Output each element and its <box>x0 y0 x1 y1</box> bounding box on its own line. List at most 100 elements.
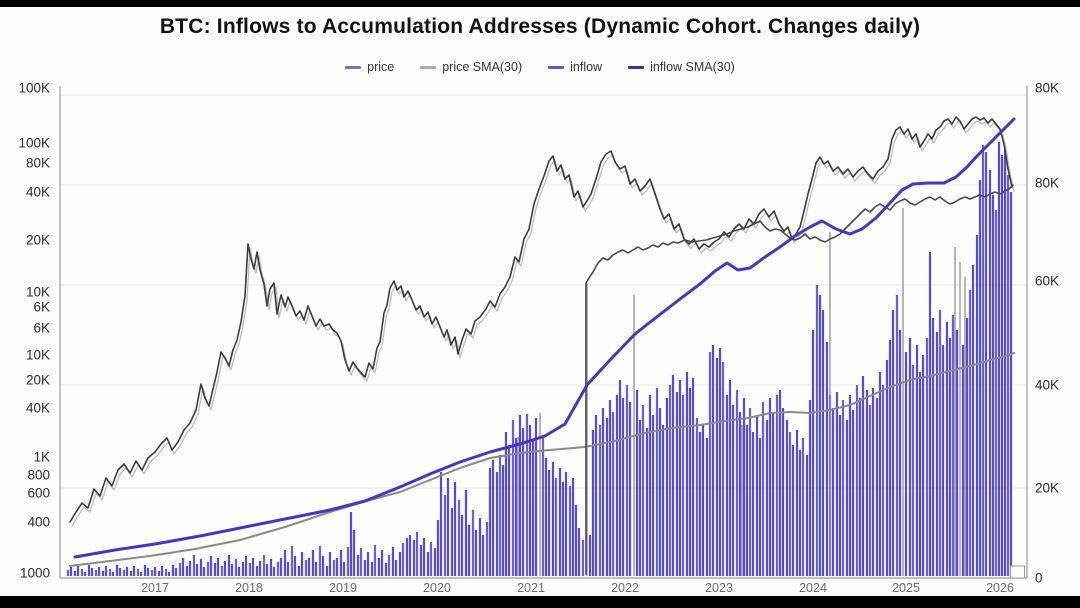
inflow-bar <box>488 468 492 576</box>
inflow-bar <box>76 566 80 576</box>
inflow-bar <box>311 550 315 576</box>
inflow-bar <box>300 552 304 576</box>
inflow-bar <box>398 552 402 576</box>
y-axis-right-tick: 80K <box>1035 81 1059 96</box>
inflow-bar <box>328 552 332 576</box>
inflow-bar <box>925 338 929 576</box>
y-axis-right-tick: 80K <box>1035 176 1059 191</box>
inflow-bar <box>101 571 105 576</box>
inflow-bar <box>851 410 855 576</box>
inflow-bar <box>758 438 762 576</box>
inflow-bar <box>574 505 578 576</box>
x-axis-tick: 2026 <box>986 581 1014 595</box>
x-axis-tick: 2022 <box>611 581 639 595</box>
inflow-bar <box>255 566 259 576</box>
legend-item-inflow-sma-30-[interactable]: inflow SMA(30) <box>628 60 735 74</box>
inflow-bar <box>132 566 136 576</box>
legend-item-price-sma-30-[interactable]: price SMA(30) <box>420 60 522 74</box>
inflow-bar <box>122 570 126 576</box>
inflow-bar <box>577 528 581 576</box>
inflow-bar <box>262 555 266 576</box>
inflow-bar <box>568 486 572 576</box>
inflow-bar <box>439 472 443 576</box>
inflow-bar <box>997 142 1001 576</box>
legend-dash-icon <box>345 65 362 69</box>
inflow-bar <box>781 408 785 576</box>
inflow-bar <box>501 465 505 576</box>
inflow-bar <box>346 547 350 576</box>
inflow-bar <box>728 380 732 576</box>
inflow-bar <box>628 402 632 576</box>
y-axis-left-tick: 40K <box>26 401 50 416</box>
inflow-bar <box>742 398 746 576</box>
inflow-bar <box>467 525 471 576</box>
inflow-bar <box>118 568 122 576</box>
x-axis-tick: 2025 <box>892 581 920 595</box>
inflow-bar <box>648 395 652 576</box>
inflow-bar <box>429 542 433 576</box>
inflow-bar <box>688 388 692 576</box>
legend-item-price[interactable]: price <box>345 60 394 74</box>
inflow-bar <box>164 569 168 576</box>
line-price-alt-late <box>585 184 1014 575</box>
inflow-bar <box>335 558 339 576</box>
inflow-bar <box>485 522 489 576</box>
inflow-bar <box>446 478 450 576</box>
x-axis-tick: 2019 <box>329 581 357 595</box>
y-axis-left-tick: 10K <box>26 348 50 363</box>
inflow-bar <box>888 340 892 576</box>
inflow-bar <box>167 572 171 576</box>
inflow-bar <box>248 563 252 576</box>
line-inflow-sma-30- <box>73 117 1016 559</box>
line-price <box>69 116 1013 523</box>
inflow-bar <box>181 558 185 576</box>
inflow-bar <box>765 420 769 576</box>
inflow-bar <box>615 395 619 576</box>
inflow-bar <box>534 418 538 576</box>
inflow-bar <box>478 518 482 576</box>
inflow-bar <box>97 567 101 576</box>
y-axis-left-tick: 1000 <box>20 566 50 581</box>
inflow-bar <box>185 566 189 576</box>
inflow-bar <box>581 540 585 576</box>
inflow-bar <box>531 440 535 576</box>
inflow-bar <box>955 330 959 576</box>
inflow-bar <box>768 398 772 576</box>
inflow-bar <box>481 535 485 576</box>
inflow-bar <box>861 376 865 576</box>
inflow-bar <box>547 470 551 576</box>
axis-corner-box <box>1010 565 1025 579</box>
inflow-bar <box>598 425 602 576</box>
inflow-bar <box>975 235 979 576</box>
inflow-bar <box>269 559 273 576</box>
inflow-bar <box>370 562 374 576</box>
inflow-bar <box>251 558 255 576</box>
inflow-bar <box>474 530 478 576</box>
inflow-bar <box>150 570 154 576</box>
x-axis-tick: 2018 <box>235 581 263 595</box>
inflow-bar <box>865 390 869 576</box>
y-axis-left-tick: 400 <box>27 515 50 530</box>
inflow-bar <box>188 561 192 576</box>
inflow-bar <box>244 556 248 576</box>
inflow-bar <box>356 555 360 576</box>
inflow-bar <box>868 405 872 576</box>
y-axis-right-tick: 60K <box>1035 274 1059 289</box>
inflow-bar <box>223 561 227 576</box>
axis-labels: 100K100K80K40K20K10K6K6K10K20K40K1K80060… <box>18 81 1059 596</box>
inflow-bar <box>321 556 325 576</box>
legend-item-inflow[interactable]: inflow <box>548 60 602 74</box>
inflow-bar <box>795 430 799 576</box>
inflow-bar <box>815 285 819 576</box>
inflow-bar <box>377 558 381 576</box>
inflow-bar <box>216 558 220 576</box>
inflow-bar <box>618 380 622 576</box>
line-sma-gray-trend <box>69 352 1015 567</box>
inflow-bar <box>518 415 522 576</box>
inflow-bar <box>213 563 217 576</box>
inflow-bar <box>436 520 440 576</box>
inflow-bar <box>1006 175 1010 576</box>
inflow-bar <box>491 460 495 576</box>
inflow-bar <box>978 180 982 576</box>
